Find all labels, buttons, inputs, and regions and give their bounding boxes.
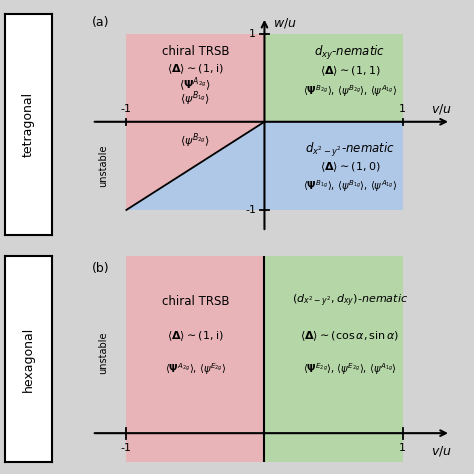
Text: (b): (b) — [92, 263, 109, 275]
Text: $\langle\boldsymbol{\Psi}^{A_{2g}}\rangle$, $\langle\psi^{E_{2g}}\rangle$: $\langle\boldsymbol{\Psi}^{A_{2g}}\rangl… — [164, 361, 226, 377]
Polygon shape — [127, 256, 264, 462]
Text: 1: 1 — [249, 28, 256, 38]
Text: $d_{x^2-y^2}$-nematic: $d_{x^2-y^2}$-nematic — [305, 141, 395, 159]
Text: $\langle\boldsymbol{\Psi}^{E_{2g}}\rangle$, $\langle\psi^{E_{2g}}\rangle$, $\lan: $\langle\boldsymbol{\Psi}^{E_{2g}}\rangl… — [303, 361, 397, 377]
Text: $\langle\boldsymbol{\Delta}\rangle\sim(1,\mathrm{i})$: $\langle\boldsymbol{\Delta}\rangle\sim(1… — [167, 330, 224, 343]
Text: $d_{xy}$-nematic: $d_{xy}$-nematic — [314, 44, 386, 62]
Text: $\langle\boldsymbol{\Delta}\rangle\sim(1,\mathrm{i})$: $\langle\boldsymbol{\Delta}\rangle\sim(1… — [167, 62, 224, 76]
Text: tetragonal: tetragonal — [22, 92, 35, 157]
Text: -1: -1 — [121, 443, 132, 453]
Text: chiral TRSB: chiral TRSB — [162, 45, 229, 58]
Polygon shape — [264, 256, 402, 462]
Text: (a): (a) — [92, 16, 109, 29]
Text: $\langle\boldsymbol{\Delta}\rangle\sim(1,1)$: $\langle\boldsymbol{\Delta}\rangle\sim(1… — [320, 65, 380, 78]
Polygon shape — [127, 122, 264, 210]
Text: $\langle\boldsymbol{\Delta}\rangle\sim(1,0)$: $\langle\boldsymbol{\Delta}\rangle\sim(1… — [320, 161, 380, 174]
Text: $\langle\boldsymbol{\Psi}^{B_{1g}}\rangle$, $\langle\psi^{B_{1g}}\rangle$, $\lan: $\langle\boldsymbol{\Psi}^{B_{1g}}\rangl… — [303, 178, 397, 194]
Text: 1: 1 — [399, 443, 406, 453]
Text: $\langle\boldsymbol{\Delta}\rangle\sim(\cos\alpha,\sin\alpha)$: $\langle\boldsymbol{\Delta}\rangle\sim(\… — [301, 330, 400, 343]
Text: -1: -1 — [245, 205, 256, 215]
Text: $\langle\boldsymbol{\Psi}^{A_{2g}}\rangle$: $\langle\boldsymbol{\Psi}^{A_{2g}}\rangl… — [179, 76, 211, 94]
Polygon shape — [127, 122, 264, 210]
Text: $\langle\psi^{B_{1g}}\rangle$: $\langle\psi^{B_{1g}}\rangle$ — [180, 90, 210, 108]
Text: $\langle\boldsymbol{\Psi}^{B_{2g}}\rangle$, $\langle\psi^{B_{2g}}\rangle$, $\lan: $\langle\boldsymbol{\Psi}^{B_{2g}}\rangl… — [303, 83, 397, 99]
Text: $w/u$: $w/u$ — [273, 16, 297, 30]
Text: unstable: unstable — [98, 331, 108, 374]
Polygon shape — [264, 34, 402, 122]
Polygon shape — [127, 34, 264, 122]
Text: 1: 1 — [399, 104, 406, 114]
Text: $\langle\psi^{B_{2g}}\rangle$: $\langle\psi^{B_{2g}}\rangle$ — [180, 132, 210, 150]
Text: chiral TRSB: chiral TRSB — [162, 294, 229, 308]
Text: unstable: unstable — [98, 145, 108, 187]
Text: $v/u$: $v/u$ — [431, 445, 452, 458]
Text: hexagonal: hexagonal — [22, 327, 35, 392]
Polygon shape — [264, 122, 402, 210]
Text: $v/u$: $v/u$ — [431, 101, 452, 116]
Text: -1: -1 — [121, 104, 132, 114]
Text: $(d_{x^2-y^2},d_{xy})$-nematic: $(d_{x^2-y^2},d_{xy})$-nematic — [292, 293, 408, 309]
